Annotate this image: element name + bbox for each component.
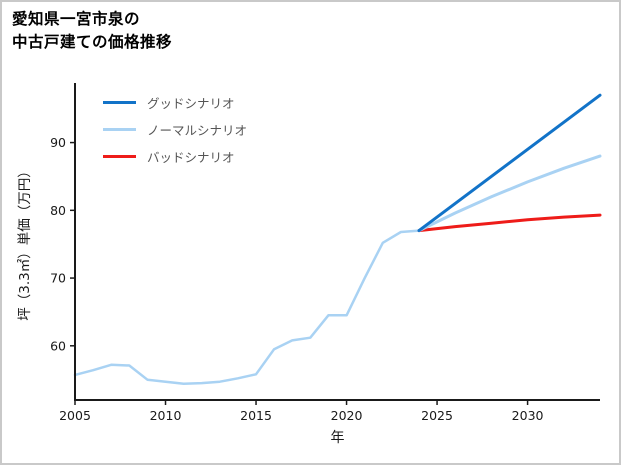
legend-line-swatch (103, 101, 136, 104)
series-line (417, 154, 602, 233)
x-axis-label: 年 (331, 430, 345, 446)
x-tick-label: 2025 (421, 408, 453, 423)
chart-title: 愛知県一宮市泉の 中古戸建ての価格推移 (12, 8, 172, 55)
series-line (417, 93, 602, 233)
series-line (73, 229, 421, 385)
x-tick-label: 2020 (331, 408, 363, 423)
legend-item: ノーマルシナリオ (103, 121, 247, 138)
x-tick-label: 2030 (512, 408, 544, 423)
x-tick-label: 2005 (59, 408, 91, 423)
series-line (417, 213, 602, 233)
chart-title-line1: 愛知県一宮市泉の (12, 10, 141, 28)
legend-label: グッドシナリオ (147, 96, 235, 111)
legend-item: グッドシナリオ (103, 94, 247, 111)
y-tick-label: 80 (50, 203, 66, 218)
y-tick-label: 90 (50, 135, 66, 150)
y-tick-label: 60 (50, 338, 66, 353)
y-axis-label: 坪（3.3㎡）単価（万円） (17, 164, 33, 320)
legend-line-swatch (103, 155, 136, 158)
chart-legend: グッドシナリオ ノーマルシナリオ バッドシナリオ (103, 94, 247, 165)
x-tick-label: 2010 (150, 408, 182, 423)
legend-label: ノーマルシナリオ (147, 123, 248, 138)
x-tick-label: 2015 (240, 408, 272, 423)
chart-title-line2: 中古戸建ての価格推移 (12, 33, 173, 52)
legend-item: バッドシナリオ (103, 148, 247, 165)
y-tick-label: 70 (50, 271, 66, 286)
legend-line-swatch (103, 128, 136, 131)
legend-label: バッドシナリオ (147, 150, 235, 165)
